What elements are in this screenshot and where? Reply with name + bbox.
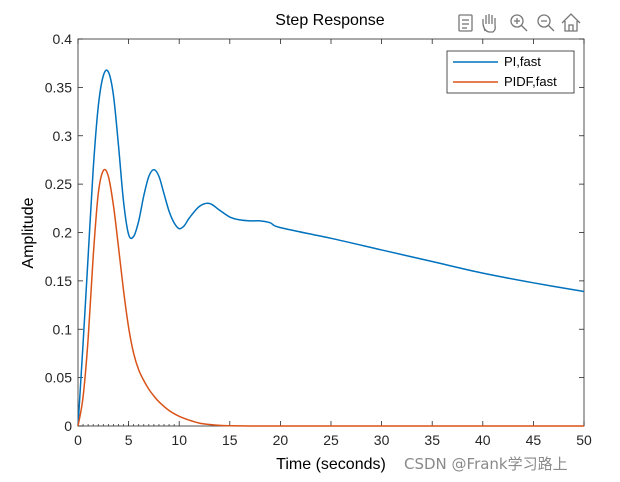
x-tick-label: 0 xyxy=(74,432,82,448)
chart-title: Step Response xyxy=(275,12,385,29)
axis-ticks: 0 5 10 15 20 25 30 35 40 45 50 0 0.05 0.1 0.15 0.2 0.25 0… xyxy=(45,31,592,448)
series-lines xyxy=(77,69,585,427)
x-tick-label: 10 xyxy=(171,432,187,448)
x-tick-label: 25 xyxy=(323,432,339,448)
y-tick-label: 0.4 xyxy=(53,31,73,47)
y-tick-label: 0.3 xyxy=(53,128,73,144)
pan-hand-icon[interactable] xyxy=(482,14,496,33)
zoom-out-icon[interactable] xyxy=(537,14,555,32)
legend-box xyxy=(446,50,575,94)
y-tick-label: 0.35 xyxy=(45,79,72,95)
x-tick-label: 20 xyxy=(273,432,289,448)
y-tick-label: 0.15 xyxy=(45,273,72,289)
figure-toolbar xyxy=(458,13,581,33)
x-tick-label: 45 xyxy=(526,432,542,448)
export-icon[interactable] xyxy=(458,14,473,32)
zoom-in-icon[interactable] xyxy=(510,14,528,32)
y-tick-label: 0.2 xyxy=(53,225,73,241)
y-tick-label: 0.25 xyxy=(45,176,72,192)
x-tick-label: 30 xyxy=(374,432,390,448)
x-axis-label: Time (seconds) xyxy=(276,456,386,473)
legend-label-pi-fast: PI,fast xyxy=(504,54,541,69)
legend: PI,fast PIDF,fast xyxy=(446,50,575,94)
plot-area xyxy=(77,38,585,427)
y-axis-label: Amplitude xyxy=(20,197,37,268)
x-tick-label: 35 xyxy=(424,432,440,448)
x-tick-label: 5 xyxy=(125,432,133,448)
series-line-pi-fast xyxy=(77,69,585,427)
home-icon[interactable] xyxy=(561,13,581,32)
watermark: CSDN @Frank学习路上 xyxy=(404,455,568,473)
legend-label-pidf-fast: PIDF,fast xyxy=(504,74,557,89)
y-tick-label: 0 xyxy=(64,418,72,434)
y-tick-label: 0.1 xyxy=(53,321,73,337)
series-line-pidf-fast xyxy=(77,168,584,427)
x-tick-label: 15 xyxy=(222,432,238,448)
x-tick-label: 40 xyxy=(475,432,491,448)
y-tick-label: 0.05 xyxy=(45,370,72,386)
x-tick-label: 50 xyxy=(576,432,592,448)
